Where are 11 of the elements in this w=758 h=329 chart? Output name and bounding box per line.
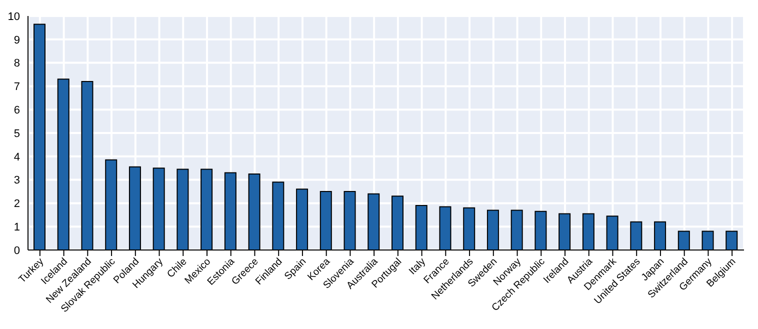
y-tick-label: 2 xyxy=(14,198,20,210)
y-tick-label: 6 xyxy=(14,104,20,117)
y-tick-label: 0 xyxy=(14,244,20,257)
y-tick-label: 9 xyxy=(14,34,20,46)
y-tick-label: 4 xyxy=(14,151,20,164)
y-tick-label: 8 xyxy=(14,58,20,70)
y-tick-label: 10 xyxy=(8,10,20,23)
y-tick-label: 1 xyxy=(14,222,20,234)
y-tick-label: 7 xyxy=(14,81,20,94)
y-tick-label: 5 xyxy=(14,128,20,140)
y-tick-label: 3 xyxy=(14,174,20,187)
